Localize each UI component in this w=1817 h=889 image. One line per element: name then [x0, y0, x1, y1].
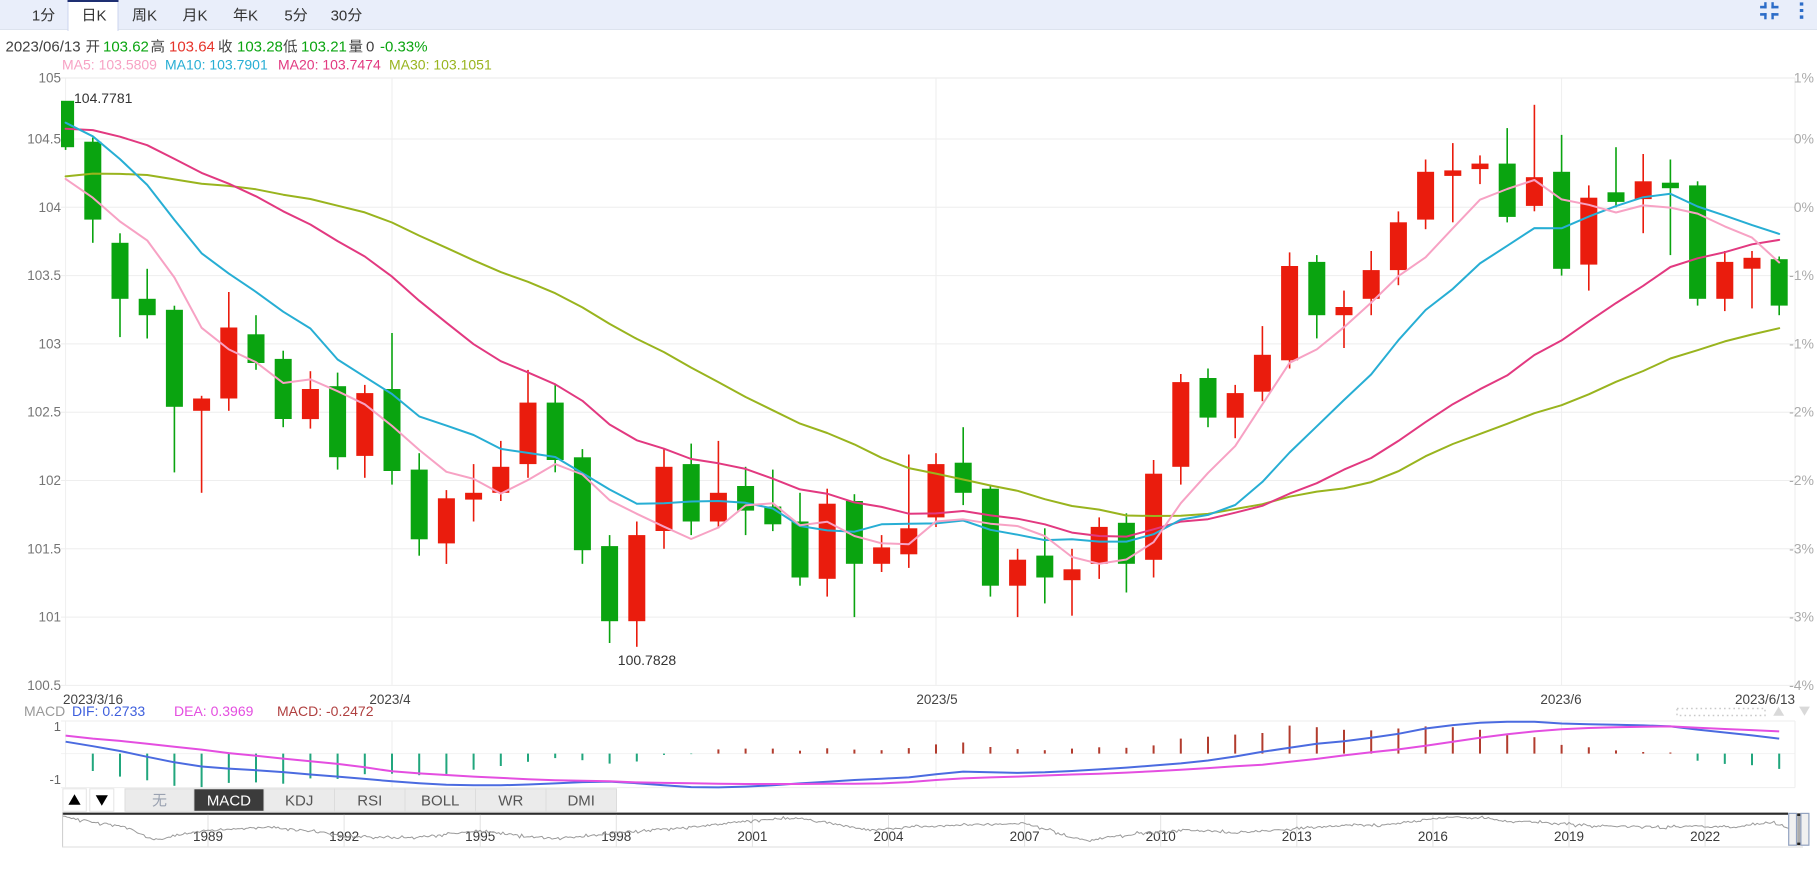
- svg-text:2023/6/13: 2023/6/13: [1735, 692, 1795, 707]
- svg-text:101: 101: [38, 610, 61, 625]
- svg-text:1: 1: [32, 7, 40, 24]
- svg-text:-1%: -1%: [1789, 335, 1814, 351]
- svg-text:0: 0: [366, 39, 374, 56]
- svg-text:K: K: [147, 7, 157, 24]
- svg-text:1995: 1995: [465, 829, 495, 844]
- svg-text:MA30: 103.1051: MA30: 103.1051: [389, 57, 492, 73]
- svg-text:K: K: [198, 7, 208, 24]
- svg-text:2004: 2004: [873, 829, 904, 844]
- svg-text:2022: 2022: [1690, 829, 1720, 844]
- svg-text:5: 5: [284, 7, 292, 24]
- svg-text:MACD: MACD: [207, 793, 251, 810]
- svg-text:-3%: -3%: [1789, 540, 1814, 556]
- svg-text:103.64: 103.64: [169, 39, 215, 56]
- svg-text:2023/6: 2023/6: [1540, 692, 1581, 707]
- svg-text:-2%: -2%: [1789, 404, 1814, 420]
- svg-text:-1%: -1%: [1789, 267, 1814, 283]
- svg-text:105: 105: [38, 71, 61, 86]
- svg-text:100.7828: 100.7828: [618, 652, 677, 668]
- svg-text:103.21: 103.21: [301, 39, 347, 56]
- svg-text:101.5: 101.5: [27, 541, 61, 556]
- svg-text:BOLL: BOLL: [421, 793, 459, 810]
- svg-text:1%: 1%: [1794, 70, 1814, 86]
- svg-text:103: 103: [38, 336, 61, 351]
- svg-text:2023/4: 2023/4: [369, 692, 411, 707]
- svg-text:DMI: DMI: [567, 793, 595, 810]
- svg-text:MA5: 103.5809: MA5: 103.5809: [62, 57, 157, 73]
- svg-text:-0.33%: -0.33%: [380, 39, 428, 56]
- svg-text:30: 30: [331, 7, 348, 24]
- svg-text:103.62: 103.62: [103, 39, 149, 56]
- svg-text:-2%: -2%: [1789, 472, 1814, 488]
- svg-text:MACD: -0.2472: MACD: -0.2472: [277, 703, 374, 719]
- svg-text:2016: 2016: [1418, 829, 1448, 844]
- svg-text:K: K: [248, 7, 258, 24]
- svg-text:2023/5: 2023/5: [916, 692, 957, 707]
- svg-text:MA20: 103.7474: MA20: 103.7474: [278, 57, 381, 73]
- svg-text:0%: 0%: [1794, 199, 1814, 215]
- svg-text:103.28: 103.28: [237, 39, 283, 56]
- svg-text:2023/06/13: 2023/06/13: [6, 39, 81, 56]
- svg-text:MA10: 103.7901: MA10: 103.7901: [165, 57, 268, 73]
- svg-text:103.5: 103.5: [27, 268, 61, 283]
- svg-text:RSI: RSI: [357, 793, 382, 810]
- svg-text:104.5: 104.5: [27, 132, 61, 147]
- svg-text:1989: 1989: [193, 829, 223, 844]
- svg-text:DEA: 0.3969: DEA: 0.3969: [174, 703, 254, 719]
- svg-text:100.5: 100.5: [27, 678, 61, 693]
- svg-text:102: 102: [38, 473, 61, 488]
- svg-text:-3%: -3%: [1789, 609, 1814, 625]
- svg-text:KDJ: KDJ: [285, 793, 313, 810]
- svg-text:104: 104: [38, 200, 61, 215]
- svg-text:104.7781: 104.7781: [74, 90, 133, 106]
- svg-text:K: K: [97, 7, 107, 24]
- svg-text:WR: WR: [498, 793, 523, 810]
- svg-text:-4%: -4%: [1789, 677, 1814, 693]
- svg-text:2023/3/16: 2023/3/16: [63, 692, 123, 707]
- svg-text:2013: 2013: [1282, 829, 1312, 844]
- svg-text:2001: 2001: [737, 829, 767, 844]
- svg-text:1: 1: [54, 719, 61, 734]
- svg-text:102.5: 102.5: [27, 405, 61, 420]
- svg-text:2010: 2010: [1146, 829, 1176, 844]
- svg-text:MACD: MACD: [24, 703, 65, 719]
- svg-text:-1: -1: [49, 772, 61, 787]
- svg-text:0%: 0%: [1794, 131, 1814, 147]
- svg-text:2019: 2019: [1554, 829, 1584, 844]
- svg-text:2007: 2007: [1010, 829, 1040, 844]
- svg-text:DIF: 0.2733: DIF: 0.2733: [72, 703, 145, 719]
